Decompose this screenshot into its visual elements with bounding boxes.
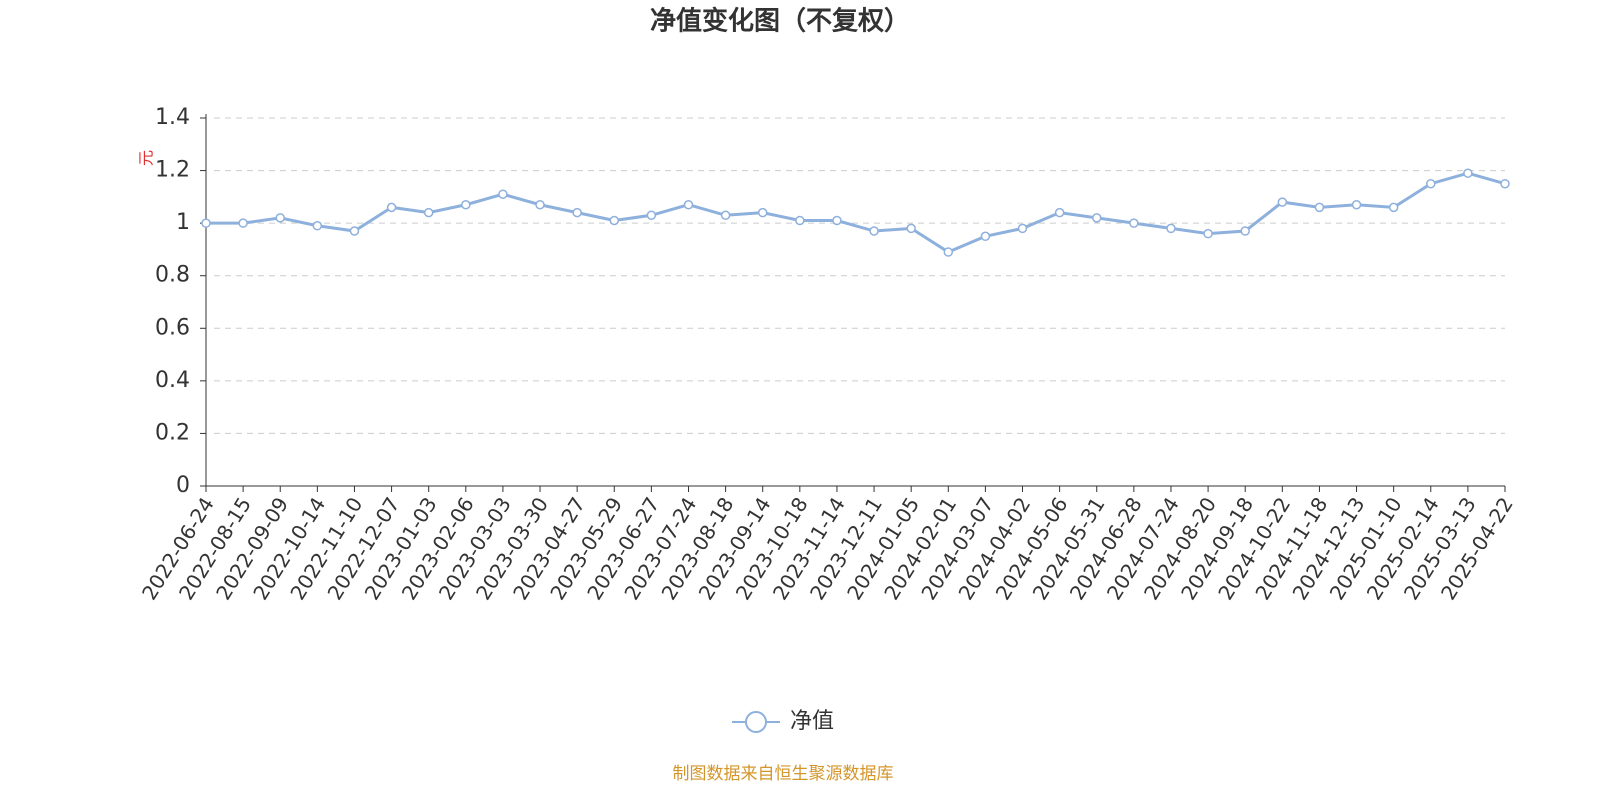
point [238,218,248,228]
y-axis-label: 元 [137,150,156,166]
point [1388,202,1399,213]
point [646,210,657,221]
point [1500,178,1510,189]
point [1426,178,1436,189]
legend-marker [745,711,767,733]
point [535,199,545,210]
point [906,223,916,234]
point [312,221,323,231]
point [1091,213,1102,223]
y-tick-label: 1 [176,210,190,235]
point [1351,199,1362,210]
point [1314,202,1325,213]
source-note: 制图数据来自恒生聚源数据库 [673,764,894,784]
y-tick-label: 0.4 [155,368,190,393]
point [683,199,694,210]
y-tick-label: 1.2 [155,158,190,183]
point [1054,207,1065,218]
point [349,226,360,236]
series-line [206,171,1506,254]
point [1203,228,1213,239]
y-tick-label: 1.4 [155,105,190,130]
point [572,207,582,218]
y-tick-label: 0.6 [155,315,190,340]
point [461,199,471,210]
point [1129,218,1139,228]
point [1463,168,1473,178]
point [1277,197,1288,207]
legend-label: 净值 [790,709,834,734]
point [980,231,991,242]
point [498,189,508,199]
point [943,247,954,257]
chart-title: 净值变化图（不复权） [650,6,910,37]
y-tick-label: 0.8 [155,263,190,288]
point [275,213,285,223]
point [386,202,397,213]
point [757,207,768,218]
point [720,210,731,221]
point [832,215,842,226]
point [609,215,620,226]
point [869,226,879,236]
point [795,215,805,226]
point [423,207,434,218]
point [1166,223,1176,234]
point [1017,223,1028,234]
point [1240,226,1250,236]
y-tick-label: 0 [176,473,190,498]
y-tick-label: 0.2 [155,420,190,445]
point [201,218,211,228]
